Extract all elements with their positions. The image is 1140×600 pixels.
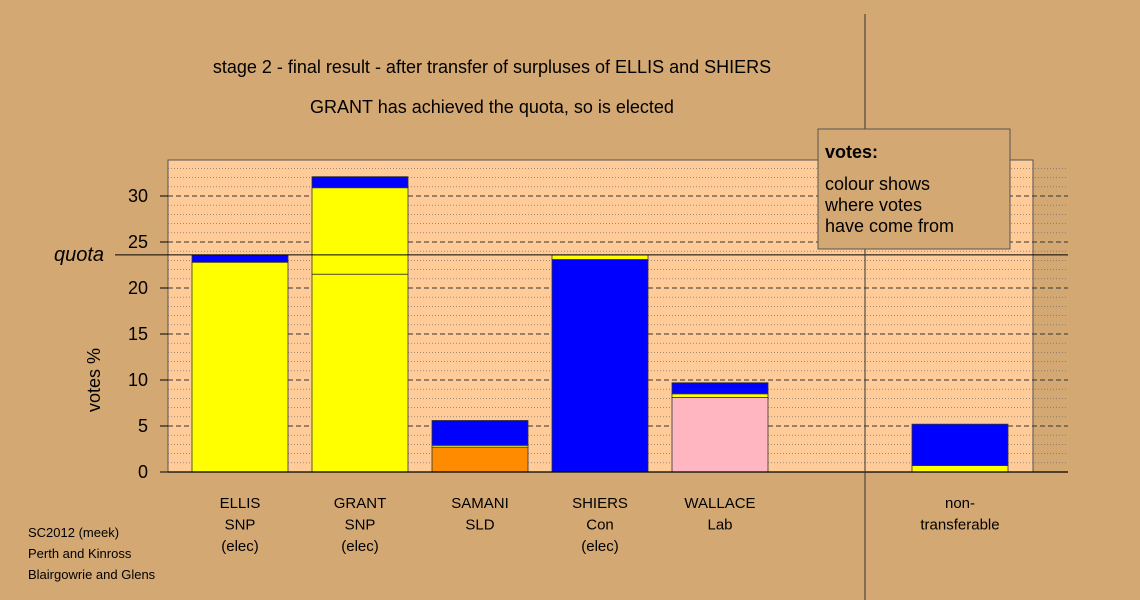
y-axis-label: votes % — [84, 348, 104, 412]
bar-segment — [311, 176, 409, 189]
category-label: transferable — [920, 517, 999, 534]
footer-line-2: Perth and Kinross — [28, 546, 132, 561]
bar-segment — [671, 397, 769, 473]
bar-segment — [191, 261, 289, 473]
legend-title: votes: — [825, 142, 878, 162]
legend-line-3: have come from — [825, 216, 954, 236]
bar-segment — [431, 446, 529, 473]
y-tick-label: 5 — [138, 416, 148, 436]
y-tick-label: 20 — [128, 278, 148, 298]
category-label: SNP — [225, 517, 256, 534]
bar-segment — [911, 423, 1009, 466]
y-tick-label: 25 — [128, 232, 148, 252]
bar-segment — [671, 382, 769, 395]
category-label: (elec) — [581, 538, 619, 555]
category-label: SNP — [345, 517, 376, 534]
footer-line-1: SC2012 (meek) — [28, 525, 119, 540]
category-label: Lab — [707, 517, 732, 534]
footer-line-3: Blairgowrie and Glens — [28, 567, 156, 582]
category-label: SLD — [465, 517, 494, 534]
legend-box — [817, 128, 1011, 250]
y-tick-label: 0 — [138, 462, 148, 482]
bar-segment — [431, 420, 529, 446]
y-tick-label: 30 — [128, 186, 148, 206]
category-label: SHIERS — [572, 495, 628, 512]
category-label: ELLIS — [220, 495, 261, 512]
category-label: SAMANI — [451, 495, 509, 512]
chart-title: stage 2 - final result - after transfer … — [213, 57, 771, 77]
y-tick-label: 10 — [128, 370, 148, 390]
legend-line-1: colour shows — [825, 174, 930, 194]
y-tick-label: 15 — [128, 324, 148, 344]
quota-label: quota — [54, 244, 104, 266]
legend: votes: colour shows where votes have com… — [817, 128, 1011, 250]
bar-segment — [311, 273, 409, 473]
legend-line-2: where votes — [824, 195, 922, 215]
category-label: WALLACE — [684, 495, 755, 512]
category-label: (elec) — [341, 538, 379, 555]
bar-segment — [551, 254, 649, 260]
bar-segment — [311, 187, 409, 275]
category-label: GRANT — [334, 495, 387, 512]
bar-segment — [911, 465, 1009, 473]
category-label: non- — [945, 495, 975, 512]
category-label: (elec) — [221, 538, 259, 555]
bar-segment — [191, 254, 289, 263]
bar-segment — [551, 259, 649, 473]
chart-subtitle: GRANT has achieved the quota, so is elec… — [310, 97, 674, 117]
category-label: Con — [586, 517, 614, 534]
bar-segment — [671, 393, 769, 398]
